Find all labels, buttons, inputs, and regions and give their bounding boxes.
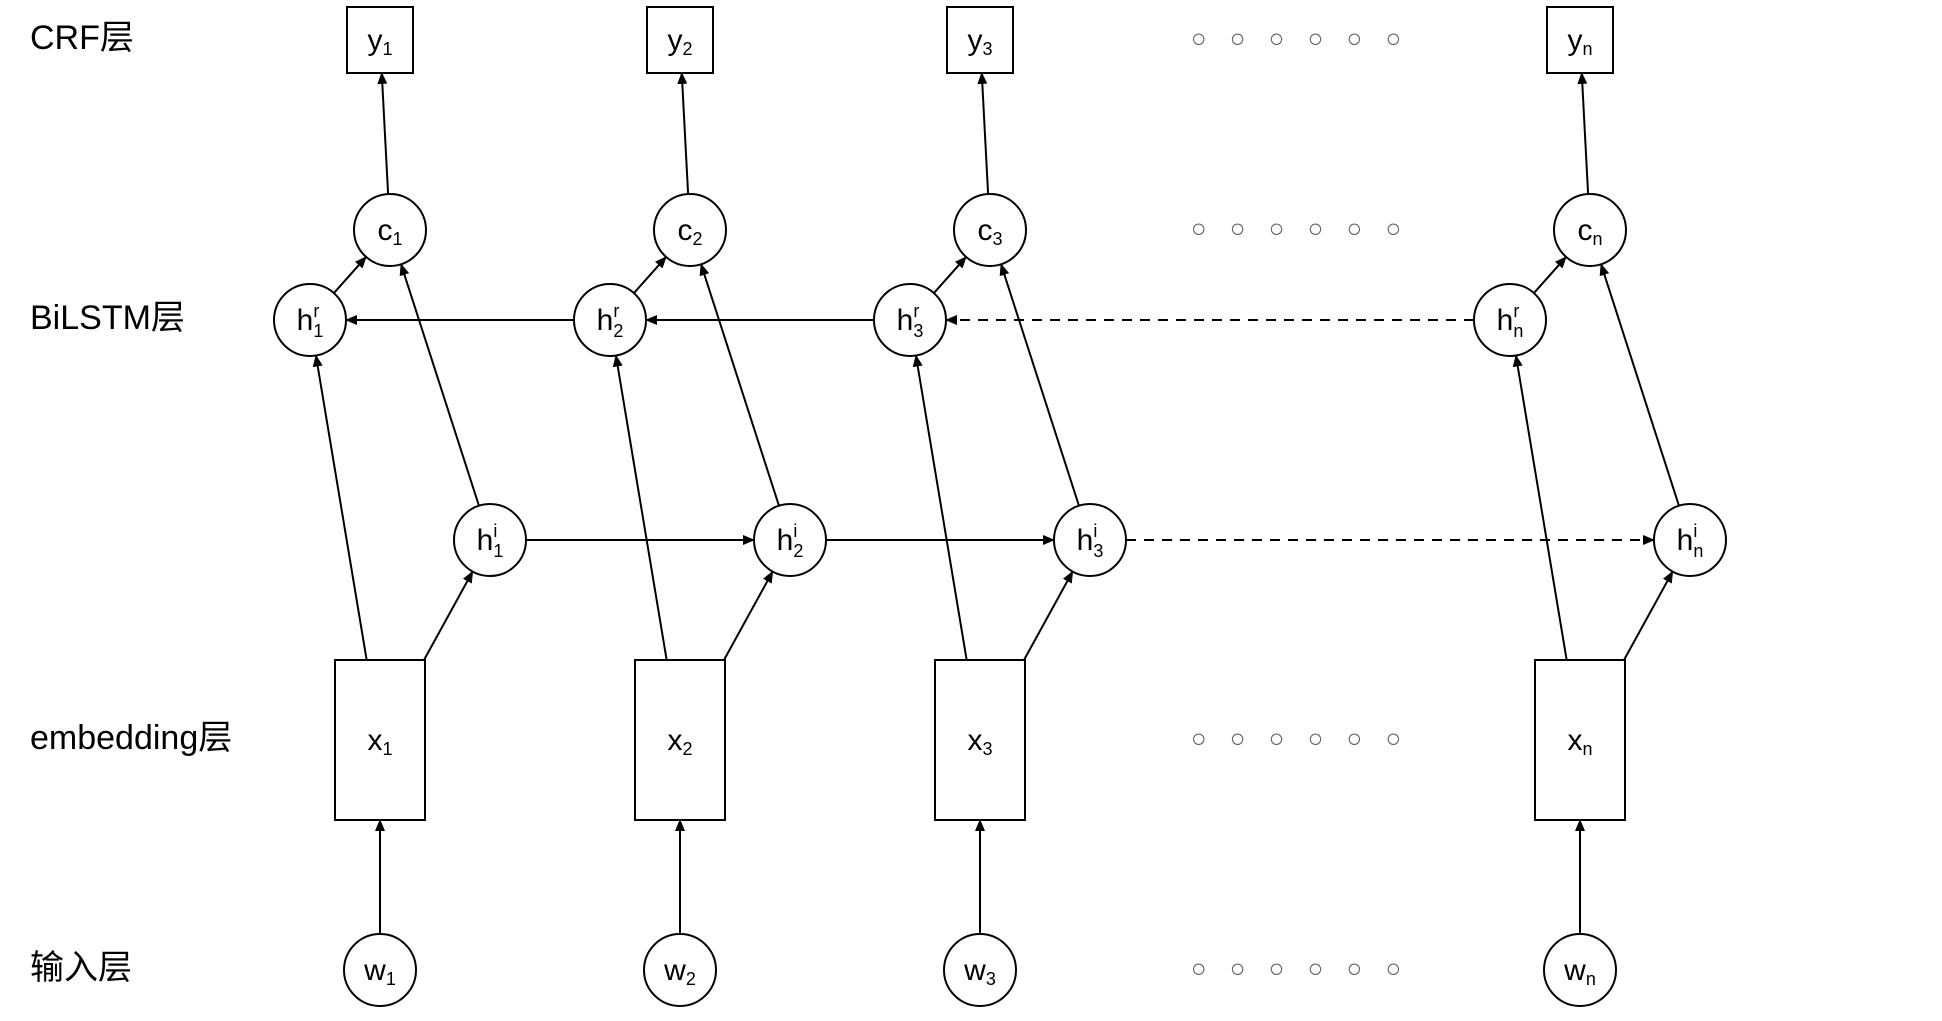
ellipsis-w: ○ ○ ○ ○ ○ ○ <box>1191 953 1409 983</box>
layer-label-input: 输入层 <box>30 949 132 987</box>
ellipsis-c: ○ ○ ○ ○ ○ ○ <box>1191 213 1409 243</box>
c-node-1: c1 <box>354 194 426 266</box>
edge <box>382 73 388 194</box>
edge <box>719 572 773 670</box>
edge <box>1516 356 1567 662</box>
y-node-3: y3 <box>947 7 1013 73</box>
svg-text:h1r: h1r <box>297 301 324 341</box>
edge <box>316 356 367 662</box>
layer-label-bilstm: BiLSTM层 <box>30 299 185 337</box>
x-node-2: x2 <box>635 660 725 820</box>
w-node-1: w1 <box>344 934 416 1006</box>
hr-node-2: h2r <box>574 284 646 356</box>
layer-label-crf: CRF层 <box>30 19 134 57</box>
x-node-3: x3 <box>935 660 1025 820</box>
ellipsis-x: ○ ○ ○ ○ ○ ○ <box>1191 723 1409 753</box>
hr-node-n: hnr <box>1474 284 1546 356</box>
y-node-n: yn <box>1547 7 1613 73</box>
ellipsis-y: ○ ○ ○ ○ ○ ○ <box>1191 23 1409 53</box>
hr-node-3: h3r <box>874 284 946 356</box>
edge <box>334 257 366 293</box>
edge <box>1601 264 1679 505</box>
edge <box>1001 264 1079 505</box>
w-node-2: w2 <box>644 934 716 1006</box>
w-node-3: w3 <box>944 934 1016 1006</box>
hi-node-1: h1i <box>454 504 526 576</box>
hi-node-3: h3i <box>1054 504 1126 576</box>
edge <box>916 356 967 662</box>
edge <box>982 73 988 194</box>
edge <box>1582 73 1588 194</box>
svg-text:hnr: hnr <box>1497 301 1524 341</box>
edge <box>401 264 479 505</box>
x-node-1: x1 <box>335 660 425 820</box>
hi-node-n: hni <box>1654 504 1726 576</box>
c-node-2: c2 <box>654 194 726 266</box>
hr-node-1: h1r <box>274 284 346 356</box>
edge <box>616 356 667 662</box>
edge <box>419 572 473 670</box>
edge <box>701 264 779 505</box>
bilstm-crf-diagram: y1 c1 h1r h1i x1 w1 y2 c2 h2r h2i x2 w2 y3 c3 h3r h3i x3… <box>0 0 1942 1021</box>
layer-label-embedding: embedding层 <box>30 719 232 757</box>
x-node-n: xn <box>1535 660 1625 820</box>
edge <box>1019 572 1073 670</box>
c-node-n: cn <box>1554 194 1626 266</box>
y-node-1: y1 <box>347 7 413 73</box>
edge <box>634 257 666 293</box>
edge <box>1534 257 1566 293</box>
edge <box>934 257 966 293</box>
hi-node-2: h2i <box>754 504 826 576</box>
w-node-n: wn <box>1544 934 1616 1006</box>
edge <box>1619 572 1673 670</box>
svg-text:h2r: h2r <box>597 301 624 341</box>
edge <box>682 73 688 194</box>
y-node-2: y2 <box>647 7 713 73</box>
svg-text:h3r: h3r <box>897 301 924 341</box>
c-node-3: c3 <box>954 194 1026 266</box>
